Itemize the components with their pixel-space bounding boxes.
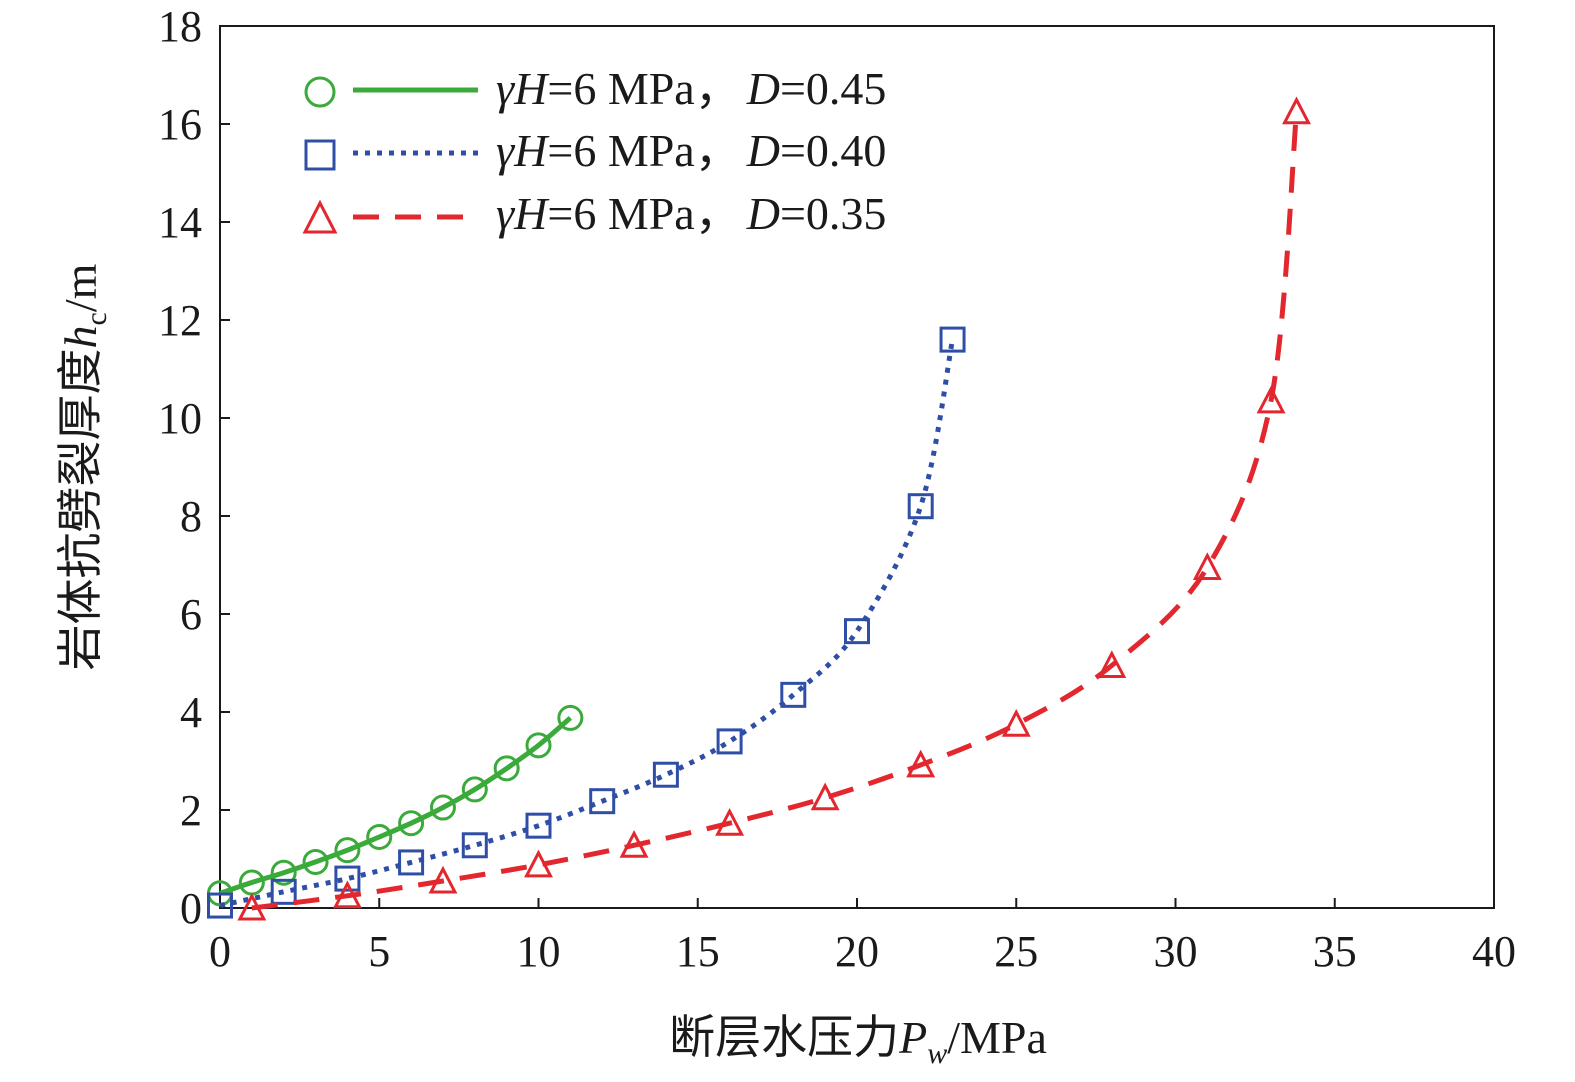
y-axis-title-symbol: h <box>55 325 106 348</box>
data-point-square <box>907 493 934 520</box>
data-point-triangle <box>715 807 745 836</box>
y-tick-label: 12 <box>158 296 202 345</box>
legend-marker-triangle <box>302 199 338 234</box>
y-tick-label: 2 <box>180 786 202 835</box>
data-point-triangle <box>332 880 362 909</box>
data-point-circle <box>493 755 520 782</box>
legend-marker-circle <box>304 76 336 108</box>
data-point-circle <box>302 848 329 875</box>
x-tick-label: 35 <box>1313 927 1357 976</box>
series-line <box>251 111 1299 911</box>
y-axis-title: 岩体抗劈裂厚度hc/m <box>55 263 113 670</box>
data-point-square <box>780 681 807 708</box>
data-point-circle <box>270 859 297 886</box>
data-point-triangle <box>1282 96 1312 125</box>
data-point-circle <box>461 776 488 803</box>
x-axis-title-symbol: P <box>898 1012 927 1063</box>
x-axis-title-subscript: w <box>927 1037 947 1070</box>
series-triangle <box>237 96 1312 921</box>
legend: γH=6 MPa， D=0.45 γH=6 MPa， D=0.40 γH=6 MPa… <box>302 63 886 239</box>
y-axis-title-text: 岩体抗劈裂厚度 <box>55 348 106 670</box>
y-tick-label: 16 <box>158 100 202 149</box>
y-tick-label: 6 <box>180 590 202 639</box>
y-tick-label: 18 <box>158 2 202 51</box>
data-point-triangle <box>1001 709 1031 737</box>
data-point-square <box>652 761 679 788</box>
data-point-square <box>398 849 425 876</box>
data-point-square <box>270 878 297 905</box>
data-point-triangle <box>1097 650 1127 678</box>
legend-label-d035: γH=6 MPa， D=0.35 <box>496 188 886 239</box>
series-line <box>219 715 573 896</box>
legend-label-d040: γH=6 MPa， D=0.40 <box>496 125 886 176</box>
x-tick-label: 40 <box>1472 927 1516 976</box>
data-point-square <box>207 892 233 919</box>
data-point-square <box>939 326 966 353</box>
data-point-square <box>525 812 552 839</box>
y-tick-label: 10 <box>158 394 202 443</box>
data-point-square <box>334 865 361 892</box>
data-point-triangle <box>810 782 840 811</box>
y-tick-label: 14 <box>158 198 202 247</box>
x-tick-label: 25 <box>994 927 1038 976</box>
data-point-circle <box>429 794 456 821</box>
series-layer <box>207 96 1312 921</box>
data-point-circle <box>366 823 393 850</box>
data-point-circle <box>398 810 425 837</box>
data-point-triangle <box>1192 552 1222 580</box>
data-point-triangle <box>428 865 458 894</box>
x-tick-label: 0 <box>209 927 231 976</box>
x-tick-label: 30 <box>1154 927 1198 976</box>
x-axis-title-text: 断层水压力 <box>669 1012 899 1063</box>
y-tick-label: 8 <box>180 492 202 541</box>
data-point-square <box>844 618 870 645</box>
data-point-square <box>589 788 616 815</box>
legend-label-d045: γH=6 MPa， D=0.45 <box>496 63 886 114</box>
data-point-circle <box>557 704 584 731</box>
x-tick-label: 15 <box>676 927 720 976</box>
data-point-triangle <box>906 749 936 778</box>
data-point-triangle <box>619 830 649 858</box>
data-point-circle <box>334 837 361 864</box>
data-point-square <box>461 832 488 859</box>
x-axis-title: 断层水压力Pw/MPa <box>669 1012 1047 1070</box>
data-point-triangle <box>1256 385 1286 414</box>
x-tick-label: 5 <box>368 927 390 976</box>
y-tick-label: 4 <box>180 688 202 737</box>
legend-entry-d045: γH=6 MPa， D=0.45 <box>304 63 886 114</box>
data-point-triangle <box>237 892 267 921</box>
legend-entry-d035: γH=6 MPa， D=0.35 <box>302 188 886 239</box>
axis-ticks: 0 5 10 15 20 25 30 35 40 0 2 4 6 8 10 12 14 16 18 <box>158 2 1516 976</box>
y-axis-title-subscript: c <box>80 312 113 325</box>
series-line <box>219 339 955 908</box>
legend-marker-square <box>304 139 336 171</box>
data-point-square <box>716 728 743 755</box>
legend-entry-d040: γH=6 MPa， D=0.40 <box>304 125 886 176</box>
y-tick-label: 0 <box>180 884 202 933</box>
x-tick-label: 10 <box>517 927 561 976</box>
data-point-triangle <box>524 849 553 878</box>
y-axis-title-unit: /m <box>55 263 106 312</box>
x-axis-title-unit: /MPa <box>947 1012 1047 1063</box>
data-point-circle <box>525 732 552 759</box>
x-tick-label: 20 <box>835 927 879 976</box>
series-square <box>207 326 966 919</box>
